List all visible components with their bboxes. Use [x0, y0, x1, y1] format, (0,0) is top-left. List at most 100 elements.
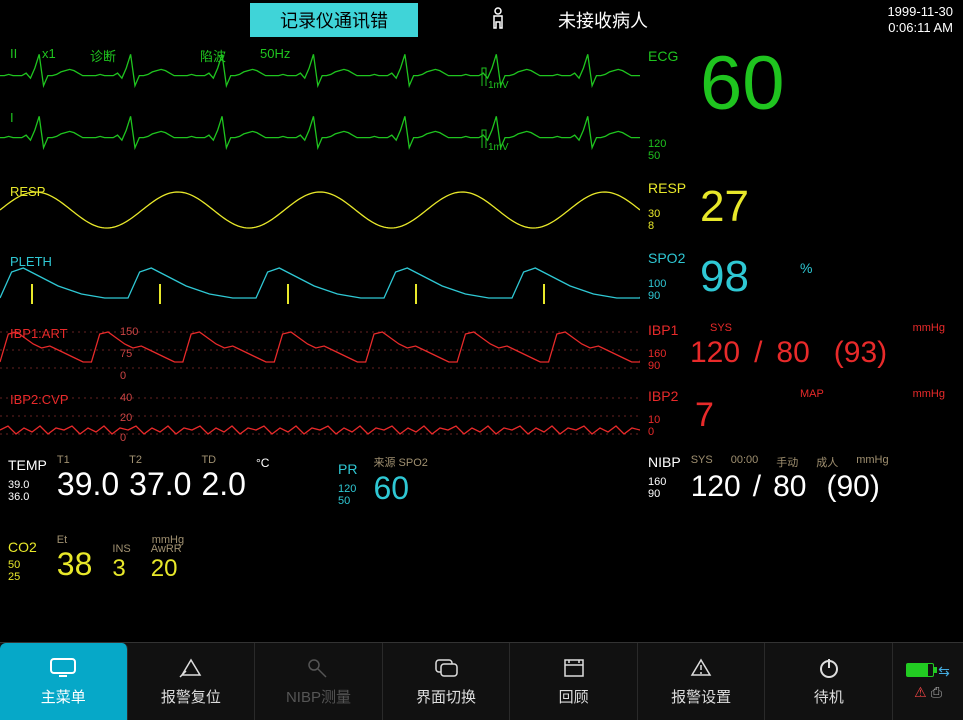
ibp1-waveform: [0, 322, 640, 378]
standby-label: 待机: [814, 686, 844, 707]
alarm-setup-icon: [689, 657, 713, 683]
ecg-limit-lo: 50: [648, 150, 666, 162]
ibp1-wave-label: IBP1:ART: [10, 326, 68, 341]
resp-limit-hi: 30: [648, 208, 660, 220]
ibp1-scale-bot: 0: [120, 370, 126, 382]
usb-icon: ⎙: [931, 684, 942, 701]
main-menu-button[interactable]: 主菜单: [0, 643, 128, 720]
temp-limit-lo: 36.0: [8, 491, 47, 503]
pr-label: PR: [338, 461, 357, 477]
status-icons: ⇆ ⚠ ⎙: [893, 643, 963, 720]
ibp1-sep: /: [754, 336, 762, 370]
ibp1-limit-lo: 90: [648, 360, 666, 372]
nibp-time: 00:00: [731, 454, 759, 470]
temp-label: TEMP: [8, 457, 47, 473]
ibp2-sub: MAP: [800, 388, 824, 400]
temp-td-label: TD: [201, 454, 245, 466]
spo2-label: SPO2: [648, 250, 685, 266]
ibp2-scale-mid: 20: [120, 412, 132, 424]
ibp2-limit-hi: 10: [648, 414, 660, 426]
temp-limit-hi: 39.0: [8, 479, 47, 491]
bottom-row-1: TEMP 39.0 36.0 T1 39.0 T2 37.0 TD 2.0 °C: [0, 450, 963, 522]
spo2-value: 98: [700, 252, 749, 302]
co2-et-label: Et: [57, 534, 93, 546]
ecg-label: ECG: [648, 48, 678, 64]
ibp2-unit: mmHg: [913, 388, 945, 400]
ibp2-value: 7: [695, 396, 714, 435]
review-label: 回顾: [559, 686, 589, 707]
ecg-value: 60: [700, 40, 785, 127]
ibp2-scale-bot: 0: [120, 432, 126, 444]
datetime: 1999-11-30 0:06:11 AM: [887, 4, 953, 35]
patient-icon: [488, 7, 508, 34]
co2-ins: 3: [112, 555, 130, 583]
layout-button[interactable]: 界面切换: [383, 643, 511, 720]
spo2-unit: %: [800, 260, 812, 276]
nibp-sub: SYS: [691, 454, 713, 470]
ibp1-unit: mmHg: [913, 322, 945, 334]
temp-t2: 37.0: [129, 466, 191, 503]
top-bar: 记录仪通讯错 未接收病人 1999-11-30 0:06:11 AM: [0, 0, 963, 40]
ibp2-wave-label: IBP2:CVP: [10, 392, 69, 407]
resp-numeric: RESP 30 8 27: [640, 180, 963, 238]
co2-awrr: 20: [151, 555, 182, 583]
nibp-measure-button[interactable]: NIBP测量: [255, 643, 383, 720]
pr-limit-lo: 50: [338, 495, 357, 507]
ecg1-gain-label: x1: [42, 46, 56, 61]
ibp2-label: IBP2: [648, 388, 678, 404]
ecg-numeric: ECG 60 120 50: [640, 40, 963, 160]
patient-status: 未接收病人: [558, 7, 648, 33]
layout-label: 界面切换: [416, 686, 476, 707]
ibp1-scale-top: 150: [120, 326, 138, 338]
nibp-limit-hi: 160: [648, 476, 681, 488]
resp-waveform: [0, 180, 640, 240]
pr-src: SPO2: [399, 457, 428, 469]
ecg1-mode-label: 诊断: [90, 46, 116, 65]
alarm-setup-button[interactable]: 报警设置: [638, 643, 766, 720]
spo2-limit-hi: 100: [648, 278, 666, 290]
pr-limit-hi: 120: [338, 483, 357, 495]
alarm-message: 记录仪通讯错: [250, 3, 418, 37]
ibp2-waveform: [0, 388, 640, 444]
pleth-wave-label: PLETH: [10, 254, 52, 269]
temp-block: TEMP 39.0 36.0 T1 39.0 T2 37.0 TD 2.0 °C: [0, 450, 330, 522]
co2-limit-lo: 25: [8, 571, 37, 583]
ecg2-lead-label: I: [10, 110, 14, 125]
monitor-icon: [49, 657, 77, 683]
ecg1-lead-label: II: [10, 46, 17, 61]
nibp-dia: 80: [773, 470, 806, 504]
ecg1-filter-label: 陷波: [200, 46, 226, 65]
co2-unit: mmHg: [152, 534, 184, 546]
pr-value: 60: [373, 470, 427, 507]
nibp-patient: 成人: [816, 454, 838, 470]
resp-label: RESP: [648, 180, 686, 196]
pr-src-label: 来源: [373, 457, 395, 469]
ibp2-scale-top: 40: [120, 392, 132, 404]
temp-t1-label: T1: [57, 454, 119, 466]
temp-t2-label: T2: [129, 454, 191, 466]
nibp-unit: mmHg: [856, 454, 888, 470]
nibp-measure-label: NIBP测量: [286, 686, 351, 707]
ibp1-numeric: IBP1 SYS mmHg 160 90 120 / 80 (93): [640, 322, 963, 378]
nibp-mode: 手动: [776, 454, 798, 470]
alarm-reset-button[interactable]: 报警复位: [128, 643, 256, 720]
resp-limit-lo: 8: [648, 220, 660, 232]
spo2-numeric: SPO2 100 90 98 %: [640, 250, 963, 308]
main-menu-label: 主菜单: [41, 686, 86, 707]
ecg-limit-hi: 120: [648, 138, 666, 150]
time-text: 0:06:11 AM: [887, 20, 953, 36]
review-icon: [562, 657, 586, 683]
standby-button[interactable]: 待机: [765, 643, 893, 720]
co2-limit-hi: 50: [8, 559, 37, 571]
co2-et: 38: [57, 546, 93, 583]
nibp-icon: [306, 657, 330, 683]
ibp1-sys: 120: [690, 336, 740, 370]
network-icon: ⇆: [938, 663, 950, 680]
date-text: 1999-11-30: [887, 4, 953, 20]
ibp2-numeric: IBP2 MAP mmHg 10 0 7: [640, 388, 963, 444]
ibp2-limit-lo: 0: [648, 426, 660, 438]
review-button[interactable]: 回顾: [510, 643, 638, 720]
nibp-limit-lo: 90: [648, 488, 681, 500]
ibp1-dia: 80: [776, 336, 809, 370]
layout-icon: [433, 657, 459, 683]
